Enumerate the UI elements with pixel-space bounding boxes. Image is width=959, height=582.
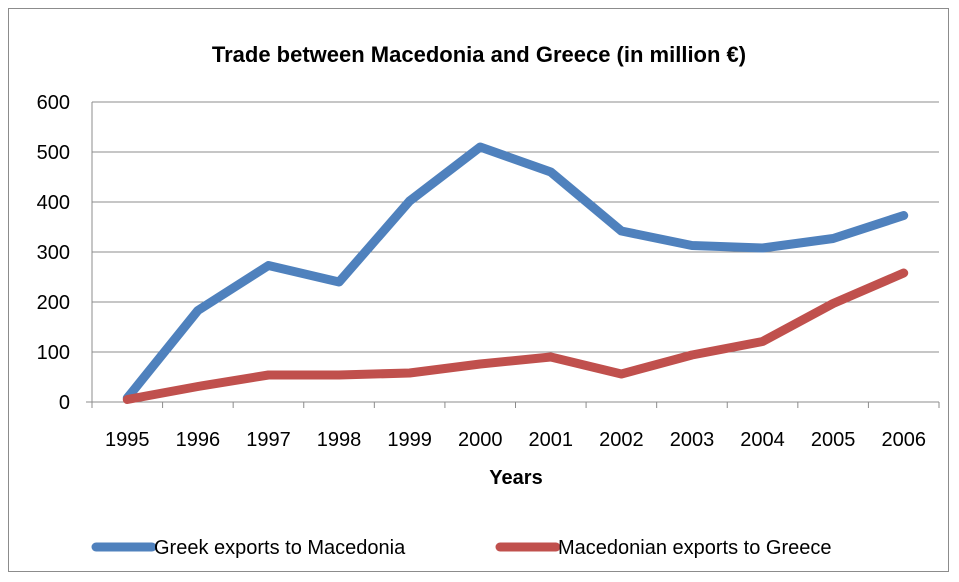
- y-tick-label: 300: [37, 242, 70, 264]
- x-tick-label: 1998: [317, 429, 362, 451]
- x-axis-ticks: 1995 1996 1997 1998 1999 2000 2001 2002 2003 2004…: [105, 429, 926, 451]
- legend-label: Greek exports to Macedonia: [154, 537, 406, 559]
- x-axis-label: Years: [489, 467, 542, 489]
- y-tick-label: 400: [37, 192, 70, 214]
- y-tick-label: 500: [37, 142, 70, 164]
- x-tick-label: 2006: [881, 429, 926, 451]
- y-tick-label: 200: [37, 292, 70, 314]
- x-tick-label: 2001: [529, 429, 574, 451]
- series-line: [122, 142, 909, 403]
- x-tick-label: 1996: [176, 429, 221, 451]
- x-tick-label: 2000: [458, 429, 503, 451]
- x-tick-label: 2002: [599, 429, 644, 451]
- x-tick-label: 2004: [740, 429, 785, 451]
- x-tick-label: 2005: [811, 429, 856, 451]
- x-tick-label: 2003: [670, 429, 715, 451]
- grid-lines: [92, 101, 939, 353]
- x-tick-label: 1997: [246, 429, 291, 451]
- series-lines: [122, 142, 909, 404]
- series-line: [122, 268, 909, 404]
- chart-title: Trade between Macedonia and Greece (in m…: [212, 42, 746, 67]
- x-tick-label: 1999: [387, 429, 432, 451]
- y-tick-label: 600: [37, 92, 70, 114]
- y-tick-label: 0: [59, 392, 70, 414]
- y-tick-label: 100: [37, 342, 70, 364]
- x-tick-label: 1995: [105, 429, 150, 451]
- legend-label: Macedonian exports to Greece: [558, 537, 832, 559]
- legend: Greek exports to Macedonia Macedonian exp…: [91, 537, 832, 559]
- axes: [86, 102, 940, 408]
- y-axis-ticks: 0 100 200 300 400 500 600: [37, 92, 70, 414]
